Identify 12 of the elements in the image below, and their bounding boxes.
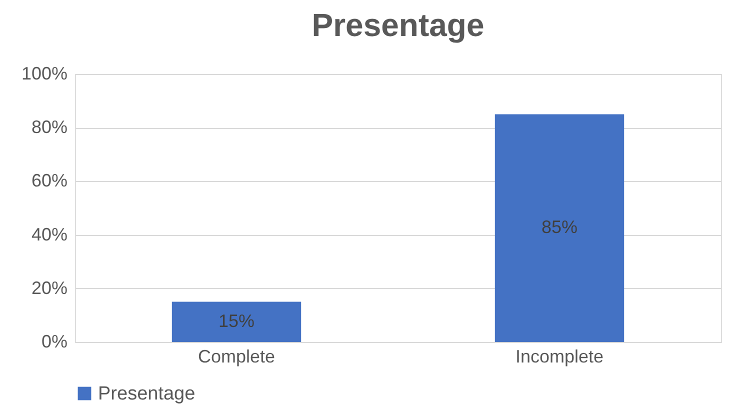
chart-title: Presentage [312, 7, 484, 43]
y-tick-label: 60% [31, 170, 68, 191]
legend-label: Presentage [98, 384, 196, 404]
y-tick-label: 80% [31, 117, 68, 138]
data-label: 85% [541, 217, 578, 238]
y-tick-label: 0% [41, 332, 68, 352]
y-tick-label: 20% [31, 278, 68, 298]
y-tick-label: 40% [31, 224, 68, 244]
x-tick-label: Incomplete [515, 346, 604, 366]
x-tick-label: Complete [198, 346, 276, 366]
y-tick-label: 100% [21, 64, 68, 84]
data-label: 15% [218, 310, 255, 331]
